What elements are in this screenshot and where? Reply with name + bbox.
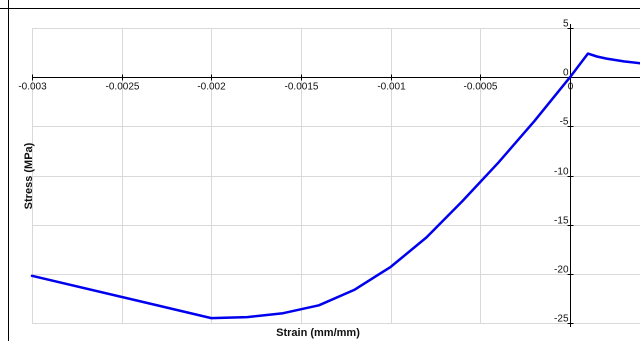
y-tick-label: -25 xyxy=(554,314,569,325)
x-tick-label: -0.003 xyxy=(18,82,47,93)
x-tick-label: -0.002 xyxy=(197,82,226,93)
series-layer xyxy=(30,52,640,320)
tick-labels: -0.003 -0.0025 -0.002 -0.0015 -0.001 -0.0005 0… xyxy=(18,19,573,325)
y-tick-label: 0 xyxy=(563,68,569,79)
y-tick-label: -10 xyxy=(554,167,569,178)
y-tick-label: -20 xyxy=(554,265,569,276)
x-tick-label: -0.0025 xyxy=(106,82,140,93)
x-axis-title: Strain (mm/mm) xyxy=(276,327,360,339)
y-tick-label: 5 xyxy=(563,19,569,30)
x-tick-label: -0.001 xyxy=(377,82,406,93)
x-tick-label: 0 xyxy=(568,82,574,93)
series-line xyxy=(30,52,640,320)
x-tick-label: -0.0015 xyxy=(285,82,319,93)
y-axis-title: Stress (MPa) xyxy=(23,142,35,209)
y-tick-label: -15 xyxy=(554,216,569,227)
y-tick-label: -5 xyxy=(560,117,569,128)
x-tick-label: -0.0005 xyxy=(464,82,498,93)
